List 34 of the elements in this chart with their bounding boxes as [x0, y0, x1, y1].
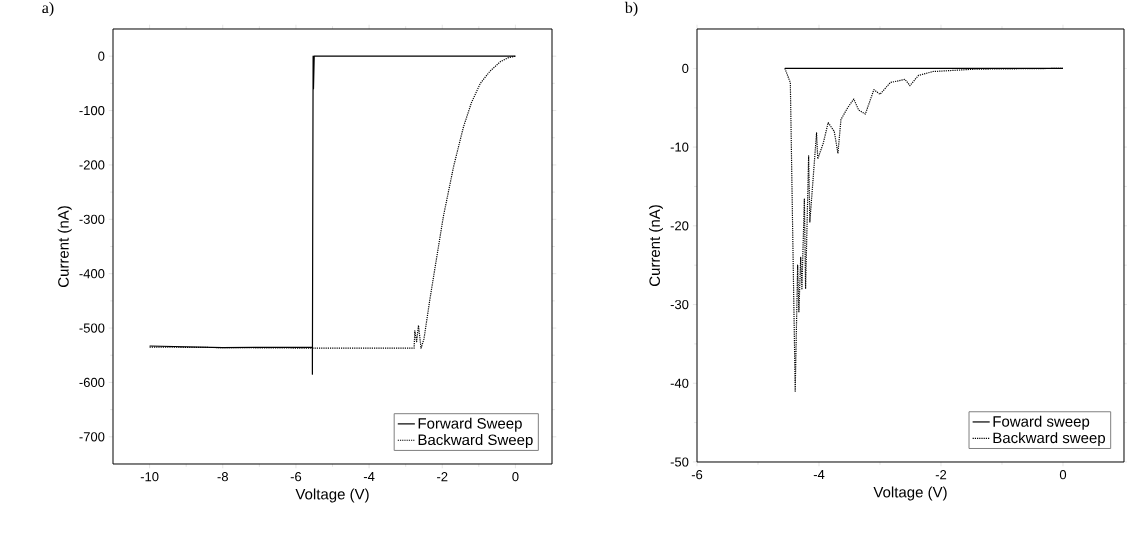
x-tick-label: 0 — [512, 472, 519, 482]
x-tick-label: -4 — [813, 470, 825, 480]
y-tick-label: -20 — [670, 221, 689, 231]
x-tick-label: -6 — [691, 470, 703, 480]
x-tick-label: -10 — [140, 472, 159, 482]
y-tick-label: 0 — [682, 63, 689, 73]
y-axis-title: Current (nA) — [57, 206, 72, 287]
x-tick-label: 0 — [1059, 470, 1067, 480]
x-tick-label: -2 — [437, 472, 448, 482]
legend-label: Backward sweep — [993, 432, 1106, 447]
y-tick-label: -40 — [670, 378, 689, 388]
y-tick-label: -50 — [670, 457, 689, 467]
y-tick-label: -400 — [79, 269, 105, 279]
chart-title: a) — [42, 1, 54, 17]
y-tick-label: 0 — [98, 51, 105, 61]
y-tick-label: -700 — [79, 432, 105, 442]
x-tick-label: -6 — [290, 472, 302, 482]
y-axis-title: Current (nA) — [648, 205, 663, 286]
x-tick-label: -2 — [935, 470, 947, 480]
y-tick-label: -10 — [670, 142, 689, 152]
legend-label: Backward Sweep — [418, 434, 533, 449]
legend-label: Foward sweep — [993, 415, 1090, 430]
x-axis-title: Voltage (V) — [295, 488, 369, 503]
y-tick-label: -30 — [670, 299, 689, 310]
y-tick-label: -300 — [79, 214, 105, 224]
x-tick-label: -4 — [363, 472, 375, 482]
chart-title: b) — [624, 1, 638, 17]
y-tick-label: -100 — [79, 105, 105, 116]
y-tick-label: -500 — [79, 323, 105, 333]
x-axis-title: Voltage (V) — [873, 486, 947, 501]
x-tick-label: -8 — [217, 472, 228, 482]
legend-label: Forward Sweep — [418, 417, 522, 432]
y-tick-label: -600 — [79, 377, 105, 388]
y-tick-label: -200 — [79, 160, 105, 170]
